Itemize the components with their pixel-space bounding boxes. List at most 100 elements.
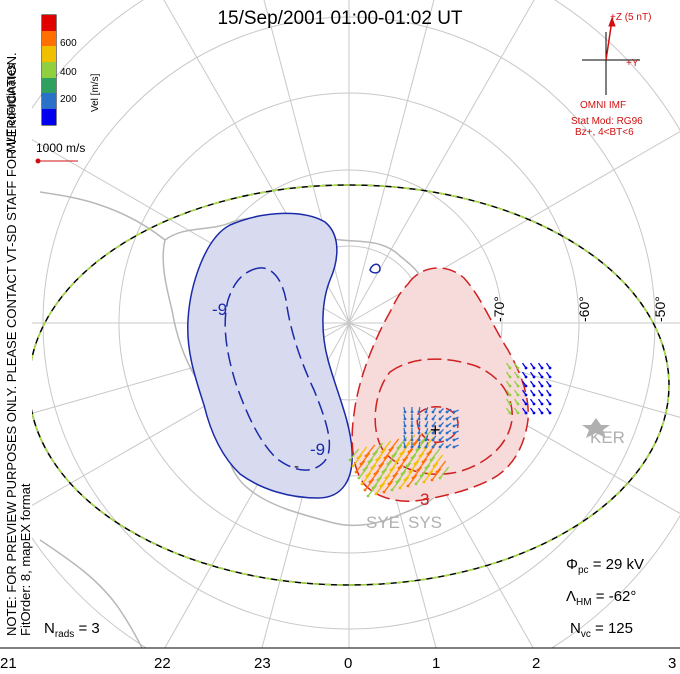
- latitude-label-50: -50°: [652, 296, 668, 322]
- velocity-vector: [365, 444, 376, 457]
- velocity-vector-origin: [411, 476, 415, 480]
- velocity-vector-origin: [540, 393, 544, 397]
- velocity-vector: [411, 446, 422, 459]
- hm-boundary-dash: [32, 184, 670, 586]
- velocity-vector-origin: [376, 478, 380, 482]
- velocity-vector-origin: [424, 438, 428, 442]
- mlt-tick-3: 3: [668, 655, 677, 672]
- station-sys: SYS: [408, 513, 443, 532]
- imf-condition: Bz+, 4<BT<6: [575, 127, 634, 138]
- velocity-vector-origin: [532, 384, 536, 388]
- velocity-vector-origin: [532, 375, 536, 379]
- velocity-vector: [363, 458, 374, 471]
- velocity-vector-origin: [368, 480, 372, 484]
- velocity-vector: [430, 448, 441, 461]
- velocity-vector: [421, 430, 432, 443]
- velocity-vector-origin: [424, 417, 428, 421]
- velocity-vector: [400, 442, 411, 455]
- velocity-vector-origin: [403, 478, 407, 482]
- negative-small-contour: [369, 263, 381, 274]
- velocity-vector-origin: [417, 424, 421, 428]
- velocity-vector: [381, 440, 392, 453]
- reference-vector: [35, 158, 78, 164]
- mlt-tick-0: 0: [344, 655, 353, 672]
- velocity-vector-origin: [410, 431, 414, 435]
- negative-inner-contour: [224, 267, 331, 471]
- velocity-vector-origin: [424, 410, 428, 414]
- velocity-vector-origin: [431, 410, 435, 414]
- velocity-vector-origin: [388, 448, 392, 452]
- velocity-vector-origin: [516, 411, 520, 415]
- velocity-vector: [423, 470, 434, 483]
- velocity-vector: [388, 472, 399, 485]
- mlt-tick-2: 2: [532, 655, 541, 672]
- mlt-tick-23: 23: [254, 655, 271, 672]
- velocity-vector-origin: [387, 482, 391, 486]
- scale-band-7: [42, 15, 56, 31]
- velocity-vector-origin: [363, 488, 367, 492]
- velocity-vector-origin: [438, 476, 442, 480]
- velocity-vector: [403, 448, 414, 461]
- velocity-vector: [436, 460, 447, 473]
- velocity-vector-origin: [438, 410, 442, 414]
- stat-phi-pc: Φpc = 29 kV: [566, 556, 644, 576]
- velocity-vector-origin: [374, 492, 378, 496]
- velocity-vector-origin: [420, 440, 424, 444]
- velocity-vector: [360, 452, 371, 465]
- imf-clock: [582, 16, 640, 95]
- velocity-vector: [396, 470, 407, 483]
- velocity-vector-origin: [524, 384, 528, 388]
- coastline-lower: [39, 539, 143, 648]
- velocity-vector-origin: [548, 393, 552, 397]
- velocity-vector-origin: [431, 445, 435, 449]
- velocity-vector: [382, 460, 393, 473]
- velocity-vector-origin: [417, 410, 421, 414]
- preview-note: NOTE: FOR PREVIEW PURPOSES ONLY. PLEASE …: [4, 52, 19, 636]
- velocity-vector-origin: [390, 488, 394, 492]
- velocity-vector-origin: [395, 480, 399, 484]
- velocity-vectors: [348, 362, 552, 498]
- latitude-label-60: -60°: [576, 296, 592, 322]
- velocity-vector-origin: [417, 417, 421, 421]
- velocity-vector-origin: [435, 470, 439, 474]
- velocity-vector-origin: [524, 402, 528, 406]
- velocity-vector: [431, 468, 442, 481]
- imf-z-label: +Z (5 nT): [610, 12, 652, 23]
- velocity-vector-origin: [354, 470, 358, 474]
- contour-label-neg-1: -9: [212, 300, 228, 319]
- velocity-vector: [375, 482, 386, 495]
- velocity-vector-origin: [398, 486, 402, 490]
- station-sye: SYE: [366, 513, 401, 532]
- velocity-vector: [373, 442, 384, 455]
- velocity-vector-origin: [405, 464, 409, 468]
- scale-band-6: [42, 31, 56, 46]
- velocity-vector-origin: [357, 476, 361, 480]
- velocity-vector: [374, 462, 385, 475]
- velocity-vector-origin: [438, 417, 442, 421]
- stat-model: Stat Mod: RG96: [571, 116, 643, 127]
- velocity-vector: [398, 456, 409, 469]
- velocity-vector-origin: [403, 417, 407, 421]
- velocity-vector: [357, 446, 368, 459]
- velocity-vector-origin: [532, 366, 536, 370]
- velocity-vector-origin: [410, 456, 414, 460]
- velocity-vector-origin: [407, 450, 411, 454]
- fit-info: FitOrder: 8, mapEX format: [18, 483, 33, 636]
- velocity-vector-origin: [406, 484, 410, 488]
- scale-tick-200: 200: [60, 94, 77, 105]
- velocity-vector: [377, 468, 388, 481]
- velocity-vector-origin: [424, 424, 428, 428]
- velocity-vector: [352, 454, 363, 467]
- velocity-vector-origin: [431, 424, 435, 428]
- velocity-vector-origin: [367, 460, 371, 464]
- scale-band-3: [42, 78, 56, 93]
- velocity-vector-origin: [386, 462, 390, 466]
- velocity-vector-origin: [375, 458, 379, 462]
- velocity-vector: [379, 454, 390, 467]
- velocity-vector-origin: [419, 474, 423, 478]
- velocity-vector: [433, 454, 444, 467]
- velocity-vector-origin: [424, 431, 428, 435]
- velocity-vector-origin: [410, 410, 414, 414]
- velocity-vector: [428, 462, 439, 475]
